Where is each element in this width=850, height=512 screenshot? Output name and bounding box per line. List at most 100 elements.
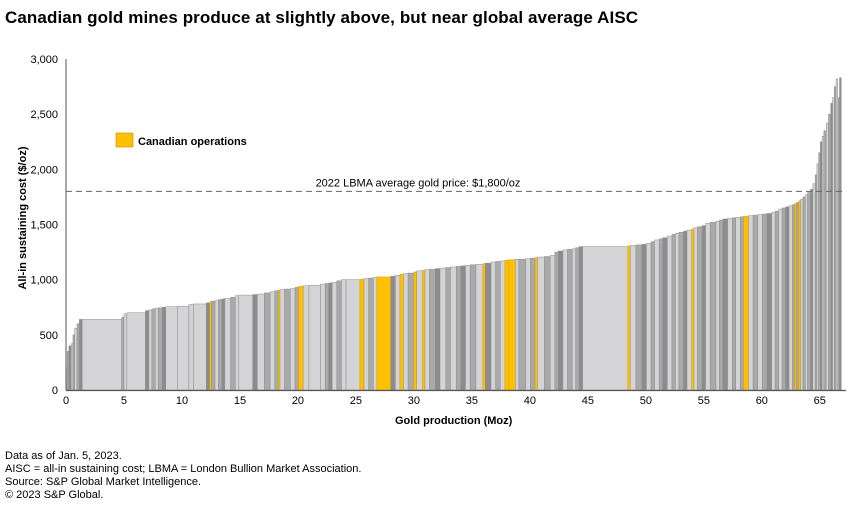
bar-canadian-operation — [209, 301, 212, 391]
legend: Canadian operations — [115, 132, 247, 148]
bar-operation — [416, 270, 423, 391]
footnote-source: Source: S&P Global Market Intelligence. — [5, 476, 202, 488]
bar-operation — [429, 268, 436, 391]
bar-operation — [693, 227, 698, 391]
bar-operation — [279, 289, 285, 391]
bar-operation — [748, 215, 754, 391]
bar-operation — [450, 266, 457, 391]
bar-operation — [264, 292, 271, 391]
bar-operation — [818, 152, 821, 391]
bar-operation — [500, 260, 506, 391]
bar-operation — [807, 192, 811, 391]
bar-operation — [68, 345, 72, 391]
bar-operation — [126, 312, 146, 391]
bar-operation — [537, 256, 545, 391]
bar-operation — [821, 135, 825, 391]
bar-operation — [206, 302, 211, 391]
bar-operation — [802, 196, 806, 391]
bar-operation — [549, 255, 556, 391]
bar-operation — [810, 188, 814, 391]
bars-group — [65, 77, 842, 391]
bar-operation — [792, 204, 796, 391]
bar-operation — [671, 234, 676, 391]
bar-operation — [518, 259, 527, 391]
y-tick-label: 1,000 — [30, 275, 58, 287]
bar-operation — [390, 276, 396, 391]
bar-operation — [79, 319, 83, 391]
bar-operation — [709, 222, 717, 391]
bar-operation — [740, 216, 745, 391]
bar-operation — [193, 303, 207, 391]
legend-label-canadian: Canadian operations — [138, 136, 247, 148]
bar-operation — [735, 217, 741, 391]
bar-operation — [515, 259, 520, 391]
bar-operation — [825, 122, 829, 391]
x-tick-label: 10 — [176, 395, 188, 407]
y-tick-labels: 0 500 1,000 1,500 2,000 2,500 3,000 — [30, 54, 58, 397]
bar-canadian-operation — [399, 273, 404, 391]
bar-operation — [214, 300, 219, 391]
bar-canadian-operation — [376, 276, 391, 391]
bar-operation — [368, 277, 374, 391]
x-tick-label: 0 — [63, 395, 69, 407]
bar-operation — [835, 78, 839, 391]
bar-operation — [336, 280, 342, 391]
bar-operation — [629, 245, 637, 391]
x-tick-label: 15 — [234, 395, 246, 407]
bar-operation — [439, 267, 447, 391]
bar-canadian-operation — [413, 271, 418, 391]
x-tick-labels: 0 5 10 15 20 25 30 35 40 45 50 55 60 65 — [63, 395, 826, 407]
x-axis-title: Gold production (Moz) — [395, 415, 513, 427]
bar-operation — [683, 230, 688, 391]
bar-operation — [308, 284, 321, 391]
bar-operation — [582, 246, 629, 391]
bar-operation — [796, 202, 800, 391]
bar-operation — [658, 238, 663, 391]
bar-operation — [495, 261, 501, 391]
x-tick-label: 20 — [292, 395, 304, 407]
bar-operation — [177, 305, 190, 391]
bar-operation — [395, 275, 401, 391]
bar-operation — [812, 183, 816, 391]
y-tick-label: 1,500 — [30, 220, 58, 232]
bar-operation — [341, 279, 347, 391]
y-tick-label: 0 — [52, 385, 58, 397]
bar-operation — [839, 77, 842, 391]
bar-operation — [697, 226, 703, 391]
bar-operation — [148, 309, 153, 391]
bar-canadian-operation — [508, 259, 516, 391]
x-tick-label: 35 — [466, 395, 478, 407]
bar-operation — [774, 211, 779, 391]
bar-operation — [76, 323, 80, 391]
bar-operation — [218, 299, 223, 391]
y-tick-label: 500 — [40, 330, 58, 342]
bar-operation — [771, 212, 776, 391]
bar-operation — [562, 249, 568, 391]
footnotes: Data as of Jan. 5, 2023. AISC = all-in s… — [5, 450, 361, 502]
bar-operation — [221, 298, 226, 391]
bar-operation — [530, 257, 536, 391]
bar-operation — [373, 277, 378, 391]
bar-operation — [778, 208, 783, 391]
bar-operation — [635, 244, 643, 391]
bar-operation — [719, 219, 724, 391]
bar-operation — [575, 247, 580, 391]
bar-operation — [435, 268, 441, 391]
bar-operation — [230, 297, 236, 391]
bar-operation — [302, 285, 310, 391]
bar-operation — [558, 250, 564, 391]
x-tick-label: 50 — [640, 395, 652, 407]
bar-canadian-operation — [277, 289, 281, 391]
bar-operation — [715, 220, 720, 391]
x-tick-label: 30 — [408, 395, 420, 407]
bar-operation — [837, 97, 840, 391]
bar-operation — [424, 269, 430, 391]
legend-swatch-canadian — [115, 132, 134, 148]
bar-canadian-operation — [534, 257, 538, 391]
bar-operation — [455, 266, 462, 391]
bar-canadian-operation — [482, 263, 486, 391]
bar-operation — [834, 86, 837, 391]
bar-operation — [722, 218, 728, 391]
bar-operation — [828, 113, 832, 391]
